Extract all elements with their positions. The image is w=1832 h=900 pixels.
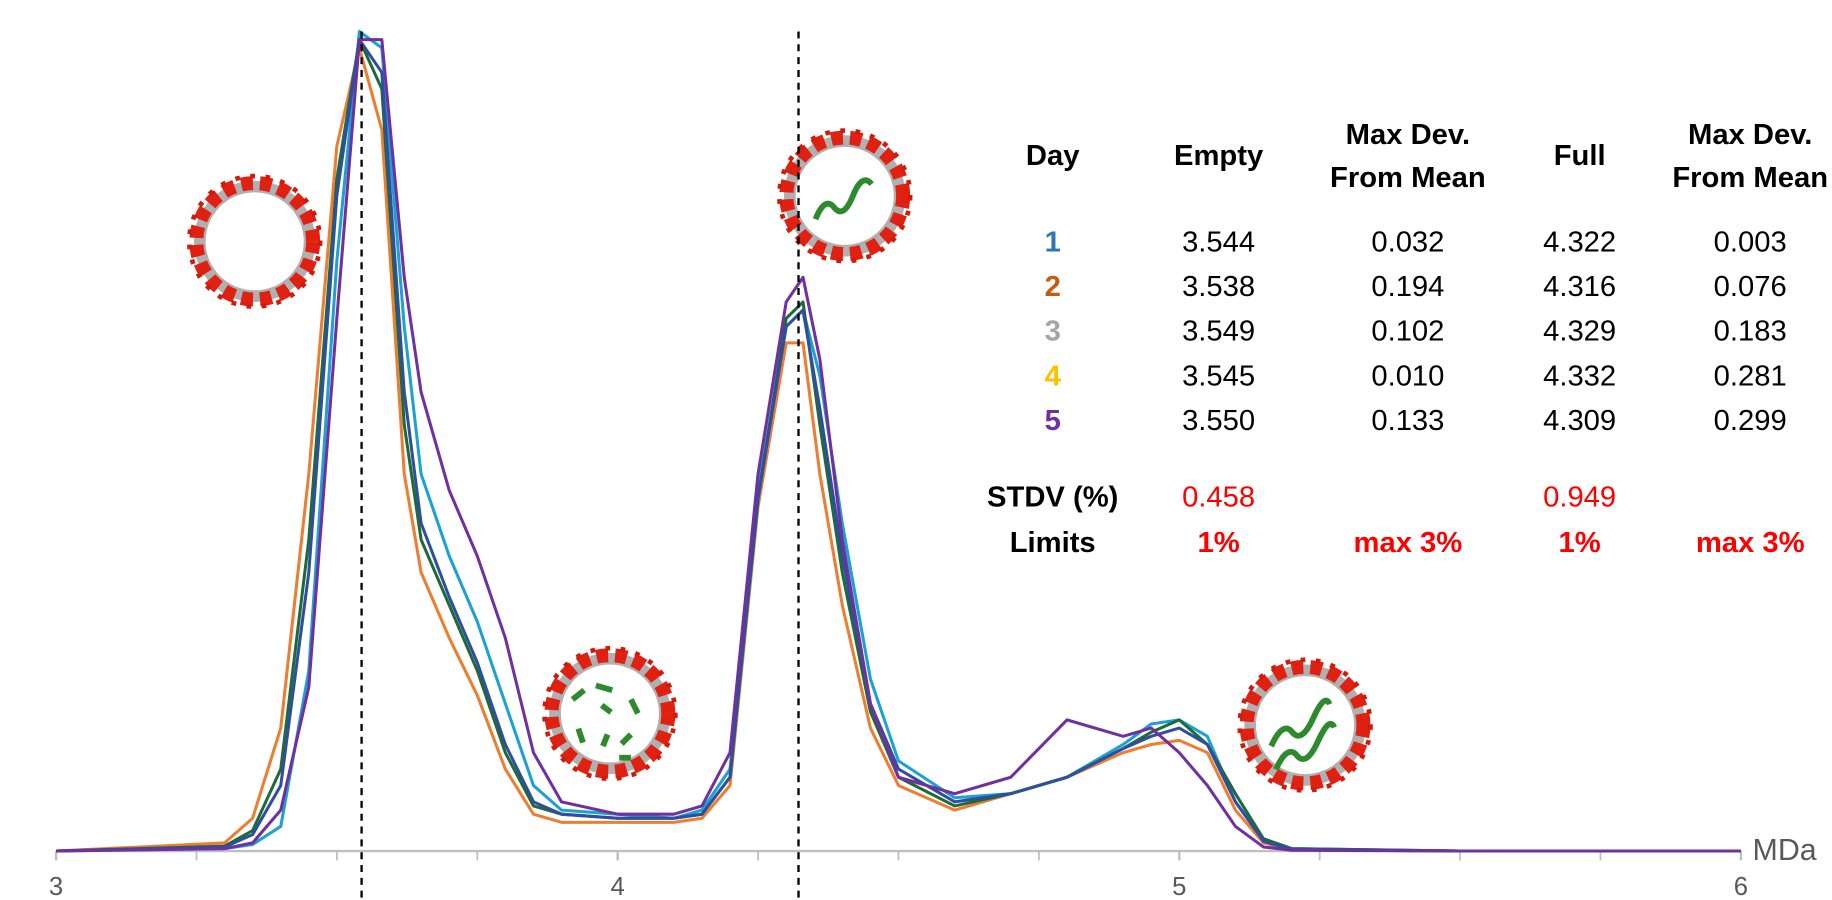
table-cell: 4.332 — [1543, 360, 1616, 392]
table-limit: max 3% — [1696, 527, 1805, 559]
table-limit: max 3% — [1354, 527, 1463, 559]
table-cell: 0.299 — [1714, 405, 1787, 437]
data-line — [56, 40, 1741, 851]
table-stat-label: STDV (%) — [987, 482, 1118, 514]
table-header: Full — [1554, 140, 1606, 172]
table-cell: 3.545 — [1182, 360, 1255, 392]
table-cell: 4.309 — [1543, 405, 1616, 437]
table-cell: 0.076 — [1714, 271, 1787, 303]
table-cell: 0.003 — [1714, 226, 1787, 258]
table-cell: 4.329 — [1543, 316, 1616, 348]
x-tick-label: 6 — [1734, 873, 1748, 900]
data-line — [56, 31, 1741, 851]
table-limit: 1% — [1559, 527, 1601, 559]
table-header: Max Dev. — [1346, 119, 1470, 151]
table-cell: 4.322 — [1543, 226, 1616, 258]
x-tick-label: 3 — [49, 873, 63, 900]
x-axis-label: MDa — [1753, 834, 1817, 867]
table-cell: 0.010 — [1371, 360, 1444, 392]
table-cell: 0.183 — [1714, 316, 1787, 348]
table-header: Empty — [1174, 140, 1264, 172]
data-line — [56, 40, 1741, 851]
x-tick-label: 4 — [611, 873, 625, 900]
table-cell: 0.102 — [1371, 316, 1444, 348]
x-tick-label: 5 — [1172, 873, 1186, 900]
capsid-empty-icon — [189, 176, 320, 307]
table-cell: 0.032 — [1371, 226, 1444, 258]
data-line — [56, 40, 1741, 851]
capsid-overfull-icon — [1240, 660, 1371, 791]
page: {"chart_data": {"type": "line", "x": [3.… — [0, 0, 1832, 900]
table-day: 3 — [1045, 316, 1061, 348]
capsid-fragments-icon — [544, 648, 675, 779]
table-header: Max Dev. — [1688, 119, 1812, 151]
table-limit-label: Limits — [1010, 527, 1096, 559]
table-header: Day — [1026, 140, 1080, 172]
table-cell: 3.550 — [1182, 405, 1255, 437]
table-day: 1 — [1045, 226, 1061, 258]
table-limit: 1% — [1198, 527, 1240, 559]
chart: MDa 3 4 5 6 Day Empty Max Dev. From Mean Full Max… — [0, 0, 1832, 900]
table-header: From Mean — [1672, 162, 1828, 194]
table-cell: 0.281 — [1714, 360, 1787, 392]
table-day: 4 — [1045, 360, 1062, 392]
table-cell: 3.544 — [1182, 226, 1255, 258]
table-cell: 3.538 — [1182, 271, 1255, 303]
table-cell: 3.549 — [1182, 316, 1255, 348]
table-day: 2 — [1045, 271, 1061, 303]
table-cell: 0.194 — [1371, 271, 1444, 303]
table-day: 5 — [1045, 405, 1061, 437]
table-stat: 0.458 — [1182, 482, 1255, 514]
table-header: From Mean — [1330, 162, 1486, 194]
table-cell: 0.133 — [1371, 405, 1444, 437]
table-stat: 0.949 — [1543, 482, 1616, 514]
table-cell: 4.316 — [1543, 271, 1616, 303]
